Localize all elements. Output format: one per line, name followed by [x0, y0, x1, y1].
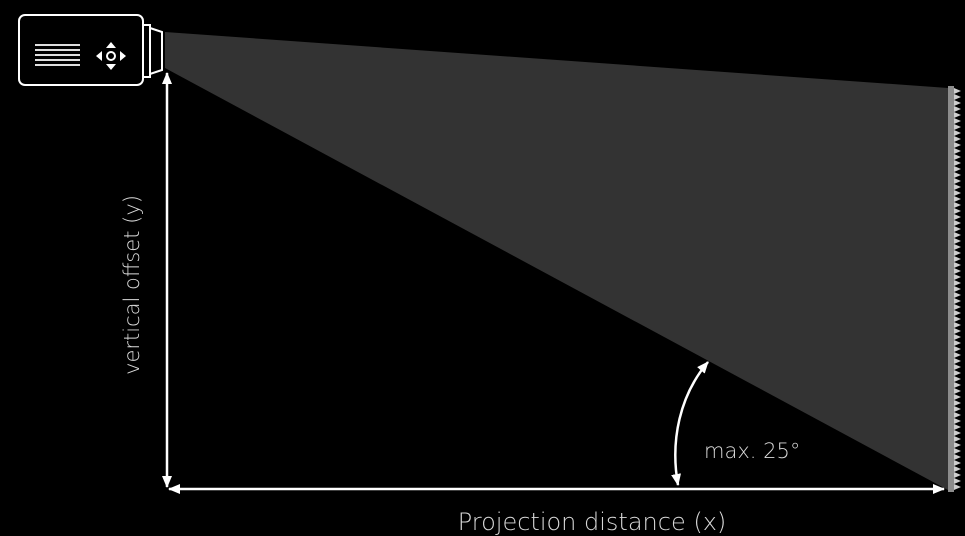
screen-edge-tick — [954, 112, 961, 118]
screen-edge-tick — [954, 184, 961, 190]
screen-edge-tick — [954, 424, 961, 430]
screen-edge-tick — [954, 232, 961, 238]
screen-edge-tick — [954, 190, 961, 196]
screen-edge-tick — [954, 460, 961, 466]
screen-edge-tick — [954, 430, 961, 436]
screen-edge-tick — [954, 268, 961, 274]
screen-edge-tick — [954, 292, 961, 298]
screen-edge-tick — [954, 106, 961, 112]
screen-edge-tick — [954, 118, 961, 124]
screen-edge-tick — [954, 334, 961, 340]
screen-edge-tick — [954, 400, 961, 406]
screen-edge-tick — [954, 226, 961, 232]
lens — [149, 26, 163, 76]
screen-edge-tick — [954, 442, 961, 448]
screen-edge-tick — [954, 322, 961, 328]
screen-edge-tick — [954, 130, 961, 136]
screen-edge-tick — [954, 298, 961, 304]
screen-edge-tick — [954, 382, 961, 388]
projection-screen-icon — [948, 86, 961, 492]
navigation-pad-icon — [96, 42, 126, 70]
screen-edge-tick — [954, 214, 961, 220]
projection-distance-label: Projection distance (x) — [458, 508, 727, 536]
screen-edge-tick — [954, 340, 961, 346]
screen-edge-tick — [954, 448, 961, 454]
lens-mount — [142, 24, 151, 78]
projector-icon — [18, 14, 163, 86]
angle-arc — [671, 361, 709, 486]
screen-edge-tick — [954, 142, 961, 148]
screen-edge-tick — [954, 346, 961, 352]
screen-edge-tick — [954, 136, 961, 142]
screen-edge-tick — [954, 154, 961, 160]
screen-edge-tick — [954, 262, 961, 268]
screen-edge-tick — [954, 352, 961, 358]
screen-edge-tick — [954, 316, 961, 322]
screen-edge-tick — [954, 364, 961, 370]
screen-edge-tick — [954, 124, 961, 130]
screen-edge-tick — [954, 478, 961, 484]
screen-edge-tick — [954, 412, 961, 418]
screen-edge-tick — [954, 454, 961, 460]
screen-edge-tick — [954, 394, 961, 400]
screen-edge-tick — [954, 388, 961, 394]
screen-edge-tick — [954, 202, 961, 208]
screen-edge-tick — [954, 100, 961, 106]
max-angle-label: max. 25° — [704, 439, 800, 463]
screen-edge-tick — [954, 172, 961, 178]
screen-edge-tick — [954, 94, 961, 100]
screen-edge-tick — [954, 304, 961, 310]
screen-edge-tick — [954, 370, 961, 376]
projection-beam — [165, 32, 948, 490]
screen-edge-tick — [954, 256, 961, 262]
screen-edge-tick — [954, 166, 961, 172]
screen-edge-tick — [954, 280, 961, 286]
screen-edge-tick — [954, 148, 961, 154]
screen-edge-tick — [954, 376, 961, 382]
screen-edge-tick — [954, 238, 961, 244]
screen-edge-tick — [954, 244, 961, 250]
screen-edge-tick — [954, 466, 961, 472]
screen-edge-tick — [954, 418, 961, 424]
screen-edge-tick — [954, 286, 961, 292]
screen-edge-tick — [954, 328, 961, 334]
screen-edge-tick — [954, 220, 961, 226]
screen-edge-tick — [954, 358, 961, 364]
screen-edge-tick — [954, 406, 961, 412]
vertical-offset-label: vertical offset (y) — [120, 195, 144, 375]
screen-edge-tick — [954, 88, 961, 94]
screen-edge-tick — [954, 178, 961, 184]
screen-edge-tick — [954, 436, 961, 442]
menu-lines-icon — [35, 44, 80, 66]
screen-edge-tick — [954, 274, 961, 280]
screen-edge-tick — [954, 310, 961, 316]
screen-edge-tick — [954, 160, 961, 166]
screen-edge-tick — [954, 208, 961, 214]
screen-edge-tick — [954, 196, 961, 202]
screen-edge-tick — [954, 250, 961, 256]
screen-edge-tick — [954, 472, 961, 478]
screen-edge-tick — [954, 484, 961, 490]
